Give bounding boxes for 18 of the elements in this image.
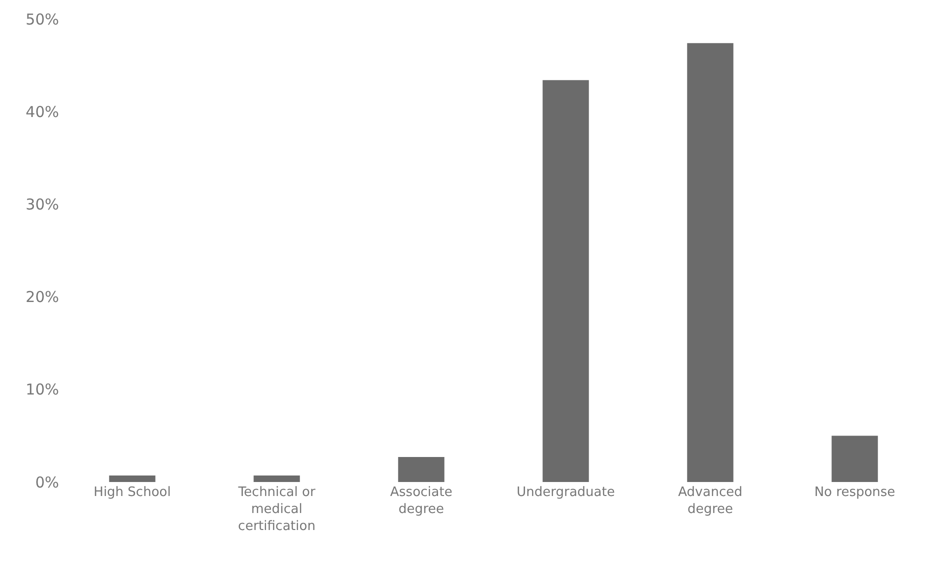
x-tick-label: Associate degree (390, 485, 452, 517)
y-tick-label: 20% (26, 288, 59, 306)
x-tick-label: No response (814, 485, 896, 500)
x-tick-label: Advanced degree (678, 485, 742, 517)
y-tick-label: 10% (26, 380, 59, 399)
x-tick-label: Technical or medical certification (237, 485, 316, 534)
bar (687, 43, 734, 482)
y-tick-label: 40% (26, 102, 59, 121)
x-tick-label: Undergraduate (516, 485, 615, 500)
bar (542, 80, 589, 482)
bar (254, 476, 300, 482)
bar (109, 476, 156, 482)
y-tick-label: 0% (35, 473, 59, 492)
bar (832, 436, 878, 482)
x-tick-label: High School (94, 485, 171, 500)
bar (398, 457, 444, 482)
y-tick-label: 50% (26, 10, 59, 28)
y-tick-label: 30% (26, 195, 59, 214)
